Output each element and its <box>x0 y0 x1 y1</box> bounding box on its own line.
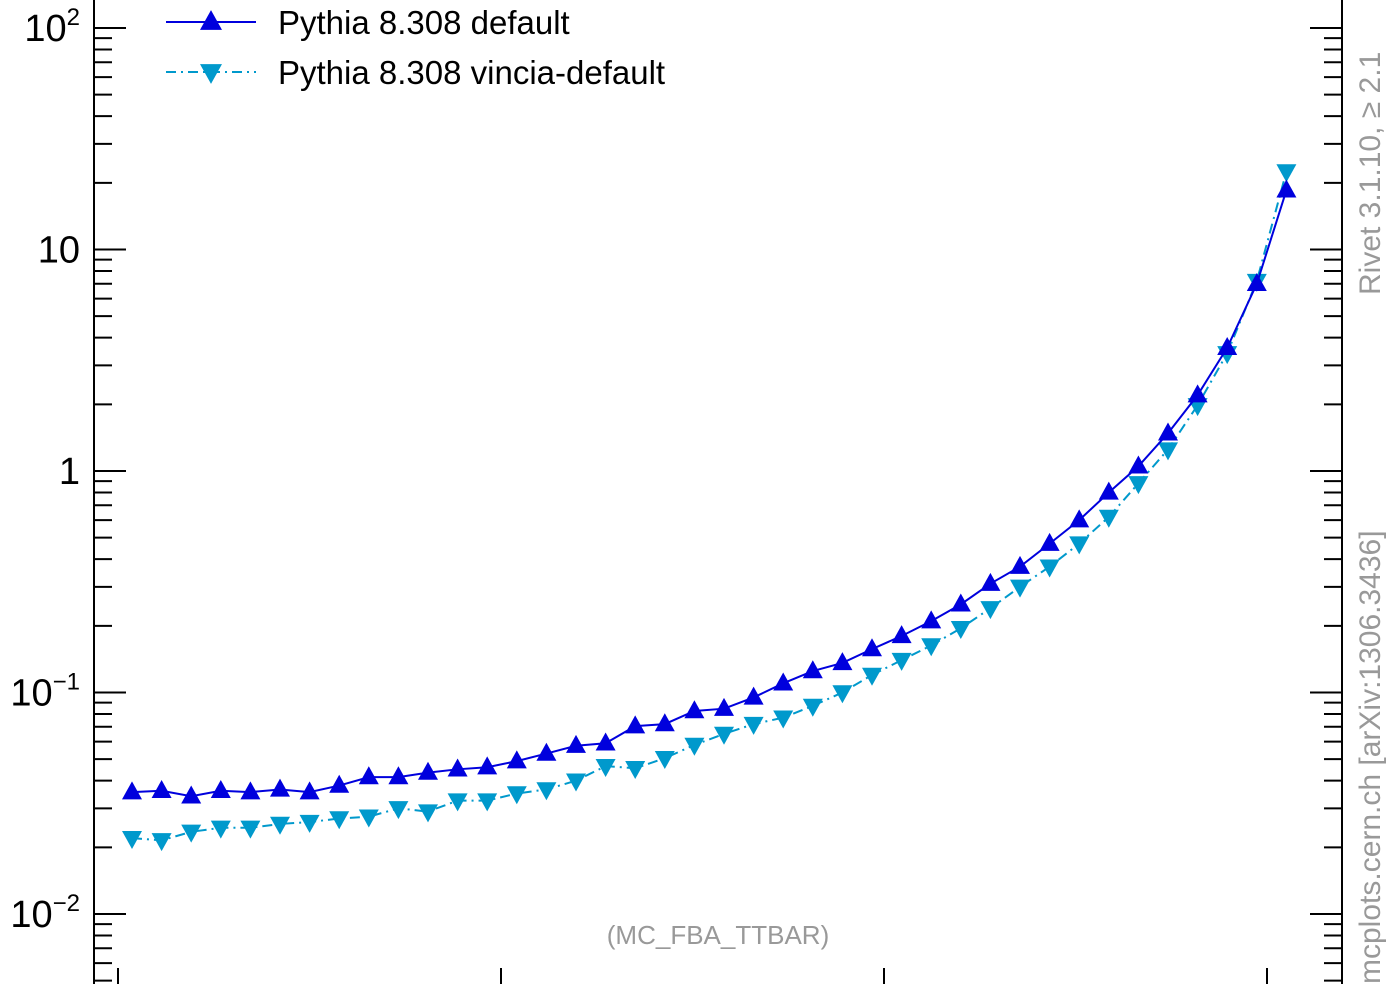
data-point <box>1187 384 1208 403</box>
data-point <box>1010 555 1030 574</box>
data-point <box>1276 179 1297 198</box>
data-point <box>418 804 438 823</box>
data-point <box>921 638 942 657</box>
data-point <box>980 572 1001 591</box>
data-point <box>1039 532 1060 551</box>
data-point <box>270 816 290 835</box>
legend: Pythia 8.308 default Pythia 8.308 vincia-… <box>166 4 665 91</box>
data-point <box>536 742 557 761</box>
data-point <box>684 700 705 719</box>
data-point <box>950 621 971 640</box>
mcplots-reference-text: mcplots.cern.ch [arXiv:1306.3436] <box>1354 530 1387 984</box>
legend-label: Pythia 8.308 vincia-default <box>278 54 665 91</box>
plot-annotation: (MC_FBA_TTBAR) <box>607 920 829 950</box>
series-line-1 <box>131 171 1288 842</box>
data-point <box>299 814 320 833</box>
data-point <box>1128 476 1149 495</box>
data-point <box>802 660 823 679</box>
data-point <box>506 786 527 805</box>
data-point <box>802 698 823 717</box>
data-point <box>773 710 794 729</box>
data-point <box>832 652 853 671</box>
series-group <box>122 164 1297 852</box>
data-point <box>1246 273 1267 292</box>
data-point <box>329 811 350 830</box>
data-point <box>980 601 1001 620</box>
data-point <box>743 686 764 705</box>
rivet-version-text: Rivet 3.1.10, ≥ 2.1 <box>1354 52 1387 295</box>
data-point <box>536 782 557 801</box>
data-point <box>388 801 409 820</box>
data-point <box>891 625 912 644</box>
data-point <box>181 824 202 843</box>
data-point <box>210 779 231 798</box>
data-point <box>1098 509 1119 528</box>
data-point <box>743 716 764 735</box>
data-point <box>566 734 586 753</box>
data-point <box>388 766 409 785</box>
data-point <box>1010 579 1030 598</box>
y-tick-label: 10−1 <box>10 669 80 715</box>
data-point <box>832 685 853 704</box>
data-point <box>950 593 971 612</box>
data-point <box>625 715 646 734</box>
data-point <box>418 761 438 780</box>
data-point <box>329 774 350 793</box>
data-point <box>891 652 912 671</box>
data-point <box>921 610 942 629</box>
data-point <box>684 737 705 756</box>
y-tick-label: 102 <box>24 4 80 50</box>
y-tick-label: 10−2 <box>10 890 80 936</box>
y-ticks <box>94 27 1342 982</box>
y-tick-labels: 102 10 1 10−1 10−2 <box>10 4 80 936</box>
y-tick-label: 1 <box>59 451 80 493</box>
data-point <box>1276 164 1297 183</box>
data-point <box>122 830 142 849</box>
data-point <box>210 820 231 839</box>
data-point <box>447 758 468 777</box>
data-point <box>654 751 675 770</box>
data-point <box>1128 455 1149 474</box>
data-point <box>477 793 498 812</box>
y-tick-label: 10 <box>38 230 80 272</box>
data-point <box>181 785 202 804</box>
data-point <box>1158 442 1178 461</box>
data-point <box>151 833 172 852</box>
data-point <box>1098 481 1119 500</box>
data-point <box>1039 559 1060 578</box>
data-point <box>240 781 261 800</box>
data-point <box>1217 336 1238 355</box>
data-point <box>447 793 468 812</box>
data-point <box>773 672 794 691</box>
data-point <box>862 638 882 657</box>
data-point <box>566 773 586 792</box>
data-point <box>714 726 734 745</box>
data-point <box>595 732 616 751</box>
data-point <box>358 809 379 828</box>
data-point <box>595 758 616 777</box>
data-point <box>1069 536 1090 555</box>
x-ticks <box>117 968 1268 984</box>
data-point <box>654 713 675 732</box>
series-line-0 <box>131 190 1288 798</box>
legend-label: Pythia 8.308 default <box>278 4 570 41</box>
data-point <box>270 778 290 797</box>
data-point <box>299 781 320 800</box>
data-point <box>506 750 527 769</box>
data-point <box>1158 422 1178 441</box>
data-point <box>625 761 646 780</box>
data-point <box>240 820 261 839</box>
data-point <box>358 766 379 785</box>
legend-marker <box>200 64 222 84</box>
data-point <box>714 697 734 716</box>
data-point <box>122 781 142 800</box>
data-point <box>151 779 172 798</box>
data-point <box>1069 509 1090 528</box>
data-point <box>862 667 882 686</box>
legend-marker <box>200 10 222 30</box>
data-point <box>477 756 498 775</box>
